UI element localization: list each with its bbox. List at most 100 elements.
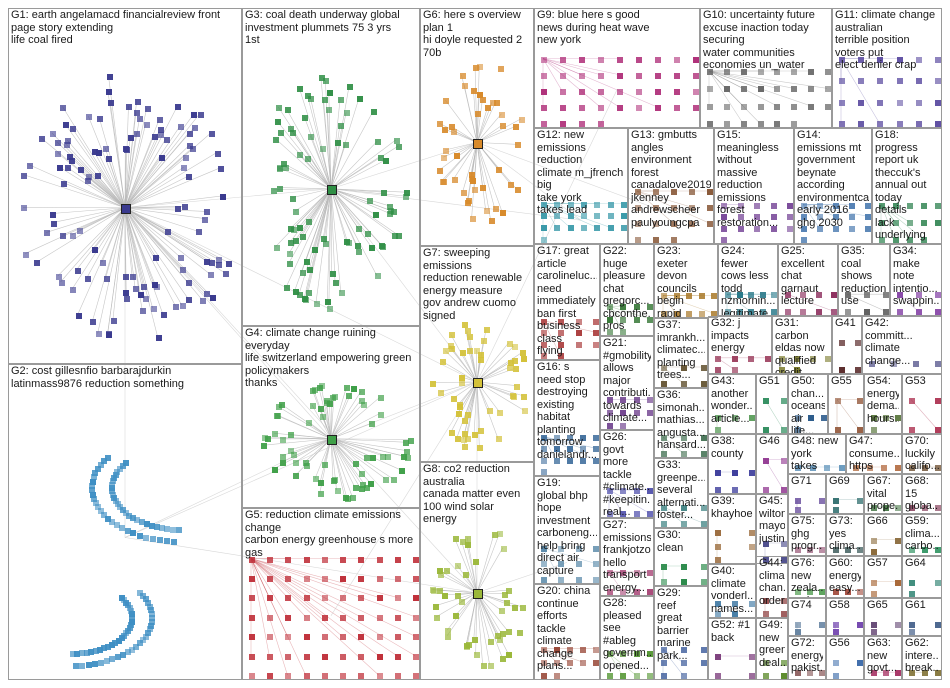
network-node[interactable] [732, 611, 738, 617]
group-g28[interactable]: G28: pleased see #ableg governm... opene… [600, 596, 654, 680]
network-node[interactable] [541, 237, 547, 243]
group-g16[interactable]: G16: s need stop destroying existing hab… [534, 360, 600, 476]
network-node[interactable] [731, 355, 738, 362]
network-node[interactable] [356, 226, 363, 233]
group-g56[interactable]: G56 [826, 636, 864, 680]
network-node[interactable] [655, 88, 661, 95]
network-node[interactable] [413, 556, 419, 563]
network-node[interactable] [833, 225, 839, 232]
network-node[interactable] [303, 634, 310, 641]
network-node[interactable] [79, 662, 86, 669]
network-node[interactable] [477, 91, 484, 98]
group-g18[interactable]: G18: progress report uk theccuk's annual… [872, 128, 942, 244]
network-node[interactable] [795, 621, 801, 628]
network-node[interactable] [364, 484, 371, 491]
network-node[interactable] [671, 237, 677, 243]
network-node[interactable] [499, 631, 506, 638]
network-node[interactable] [833, 629, 839, 635]
network-node[interactable] [819, 546, 825, 553]
network-node[interactable] [732, 470, 738, 476]
network-node[interactable] [707, 103, 713, 110]
network-node[interactable] [541, 646, 547, 653]
network-node[interactable] [58, 279, 65, 286]
network-node[interactable] [297, 291, 304, 298]
network-node[interactable] [272, 431, 279, 438]
network-node[interactable] [108, 99, 115, 106]
network-node[interactable] [661, 505, 667, 511]
network-node[interactable] [781, 487, 787, 493]
network-node[interactable] [343, 239, 350, 246]
network-node[interactable] [869, 361, 875, 368]
network-node[interactable] [721, 225, 727, 232]
group-g63[interactable]: G63: new govt... [864, 636, 902, 680]
network-node[interactable] [748, 355, 755, 362]
network-node[interactable] [413, 653, 419, 660]
network-node[interactable] [159, 525, 166, 532]
group-g14[interactable]: G14: emissions mt government beynate acc… [794, 128, 872, 244]
network-node[interactable] [413, 614, 419, 621]
network-node[interactable] [85, 661, 92, 668]
network-node[interactable] [593, 341, 599, 348]
network-node[interactable] [800, 292, 807, 299]
network-node[interactable] [249, 614, 255, 621]
network-node[interactable] [473, 652, 480, 659]
network-node[interactable] [128, 135, 135, 142]
network-node[interactable] [100, 259, 107, 266]
network-node[interactable] [737, 225, 744, 232]
network-node[interactable] [749, 654, 755, 660]
network-node[interactable] [325, 299, 332, 306]
network-node[interactable] [369, 421, 376, 428]
network-node[interactable] [130, 530, 137, 537]
network-node[interactable] [921, 237, 927, 243]
network-node[interactable] [541, 561, 547, 568]
network-node[interactable] [308, 133, 315, 140]
network-node[interactable] [136, 640, 143, 647]
network-node[interactable] [143, 122, 150, 129]
network-node[interactable] [277, 185, 284, 192]
network-node[interactable] [558, 561, 565, 568]
network-node[interactable] [370, 455, 377, 462]
network-node[interactable] [103, 145, 110, 152]
network-node[interactable] [357, 95, 364, 102]
network-node[interactable] [67, 153, 74, 160]
network-node[interactable] [400, 453, 407, 460]
network-node[interactable] [91, 660, 98, 667]
group-g52[interactable]: G52: #1 back [708, 618, 756, 680]
network-node[interactable] [474, 347, 481, 354]
network-node[interactable] [474, 111, 481, 118]
network-node[interactable] [437, 121, 444, 128]
network-node[interactable] [749, 470, 755, 476]
network-node[interactable] [839, 78, 845, 84]
network-node[interactable] [575, 561, 582, 568]
network-node[interactable] [290, 451, 297, 458]
network-node[interactable] [594, 201, 601, 208]
network-node[interactable] [575, 577, 582, 583]
network-node[interactable] [661, 435, 667, 441]
network-node[interactable] [321, 653, 328, 660]
network-node[interactable] [647, 304, 653, 311]
network-node[interactable] [139, 637, 146, 644]
network-node[interactable] [404, 448, 411, 455]
hub-node[interactable] [327, 434, 337, 445]
network-node[interactable] [376, 575, 383, 582]
network-node[interactable] [757, 121, 764, 127]
network-node[interactable] [286, 261, 293, 268]
network-node[interactable] [97, 462, 104, 469]
group-g48[interactable]: G48: new york takes lead... [788, 434, 846, 474]
network-node[interactable] [106, 156, 113, 163]
network-node[interactable] [765, 355, 771, 362]
network-node[interactable] [607, 511, 613, 517]
network-node[interactable] [935, 361, 941, 368]
network-node[interactable] [394, 634, 401, 641]
network-node[interactable] [190, 145, 197, 152]
network-node[interactable] [182, 204, 189, 211]
network-node[interactable] [620, 304, 627, 311]
network-node[interactable] [463, 572, 470, 579]
network-node[interactable] [462, 82, 469, 89]
network-node[interactable] [500, 655, 507, 662]
network-node[interactable] [21, 172, 28, 179]
network-node[interactable] [554, 446, 560, 453]
network-node[interactable] [701, 579, 707, 585]
network-node[interactable] [785, 292, 791, 299]
network-node[interactable] [935, 579, 941, 586]
